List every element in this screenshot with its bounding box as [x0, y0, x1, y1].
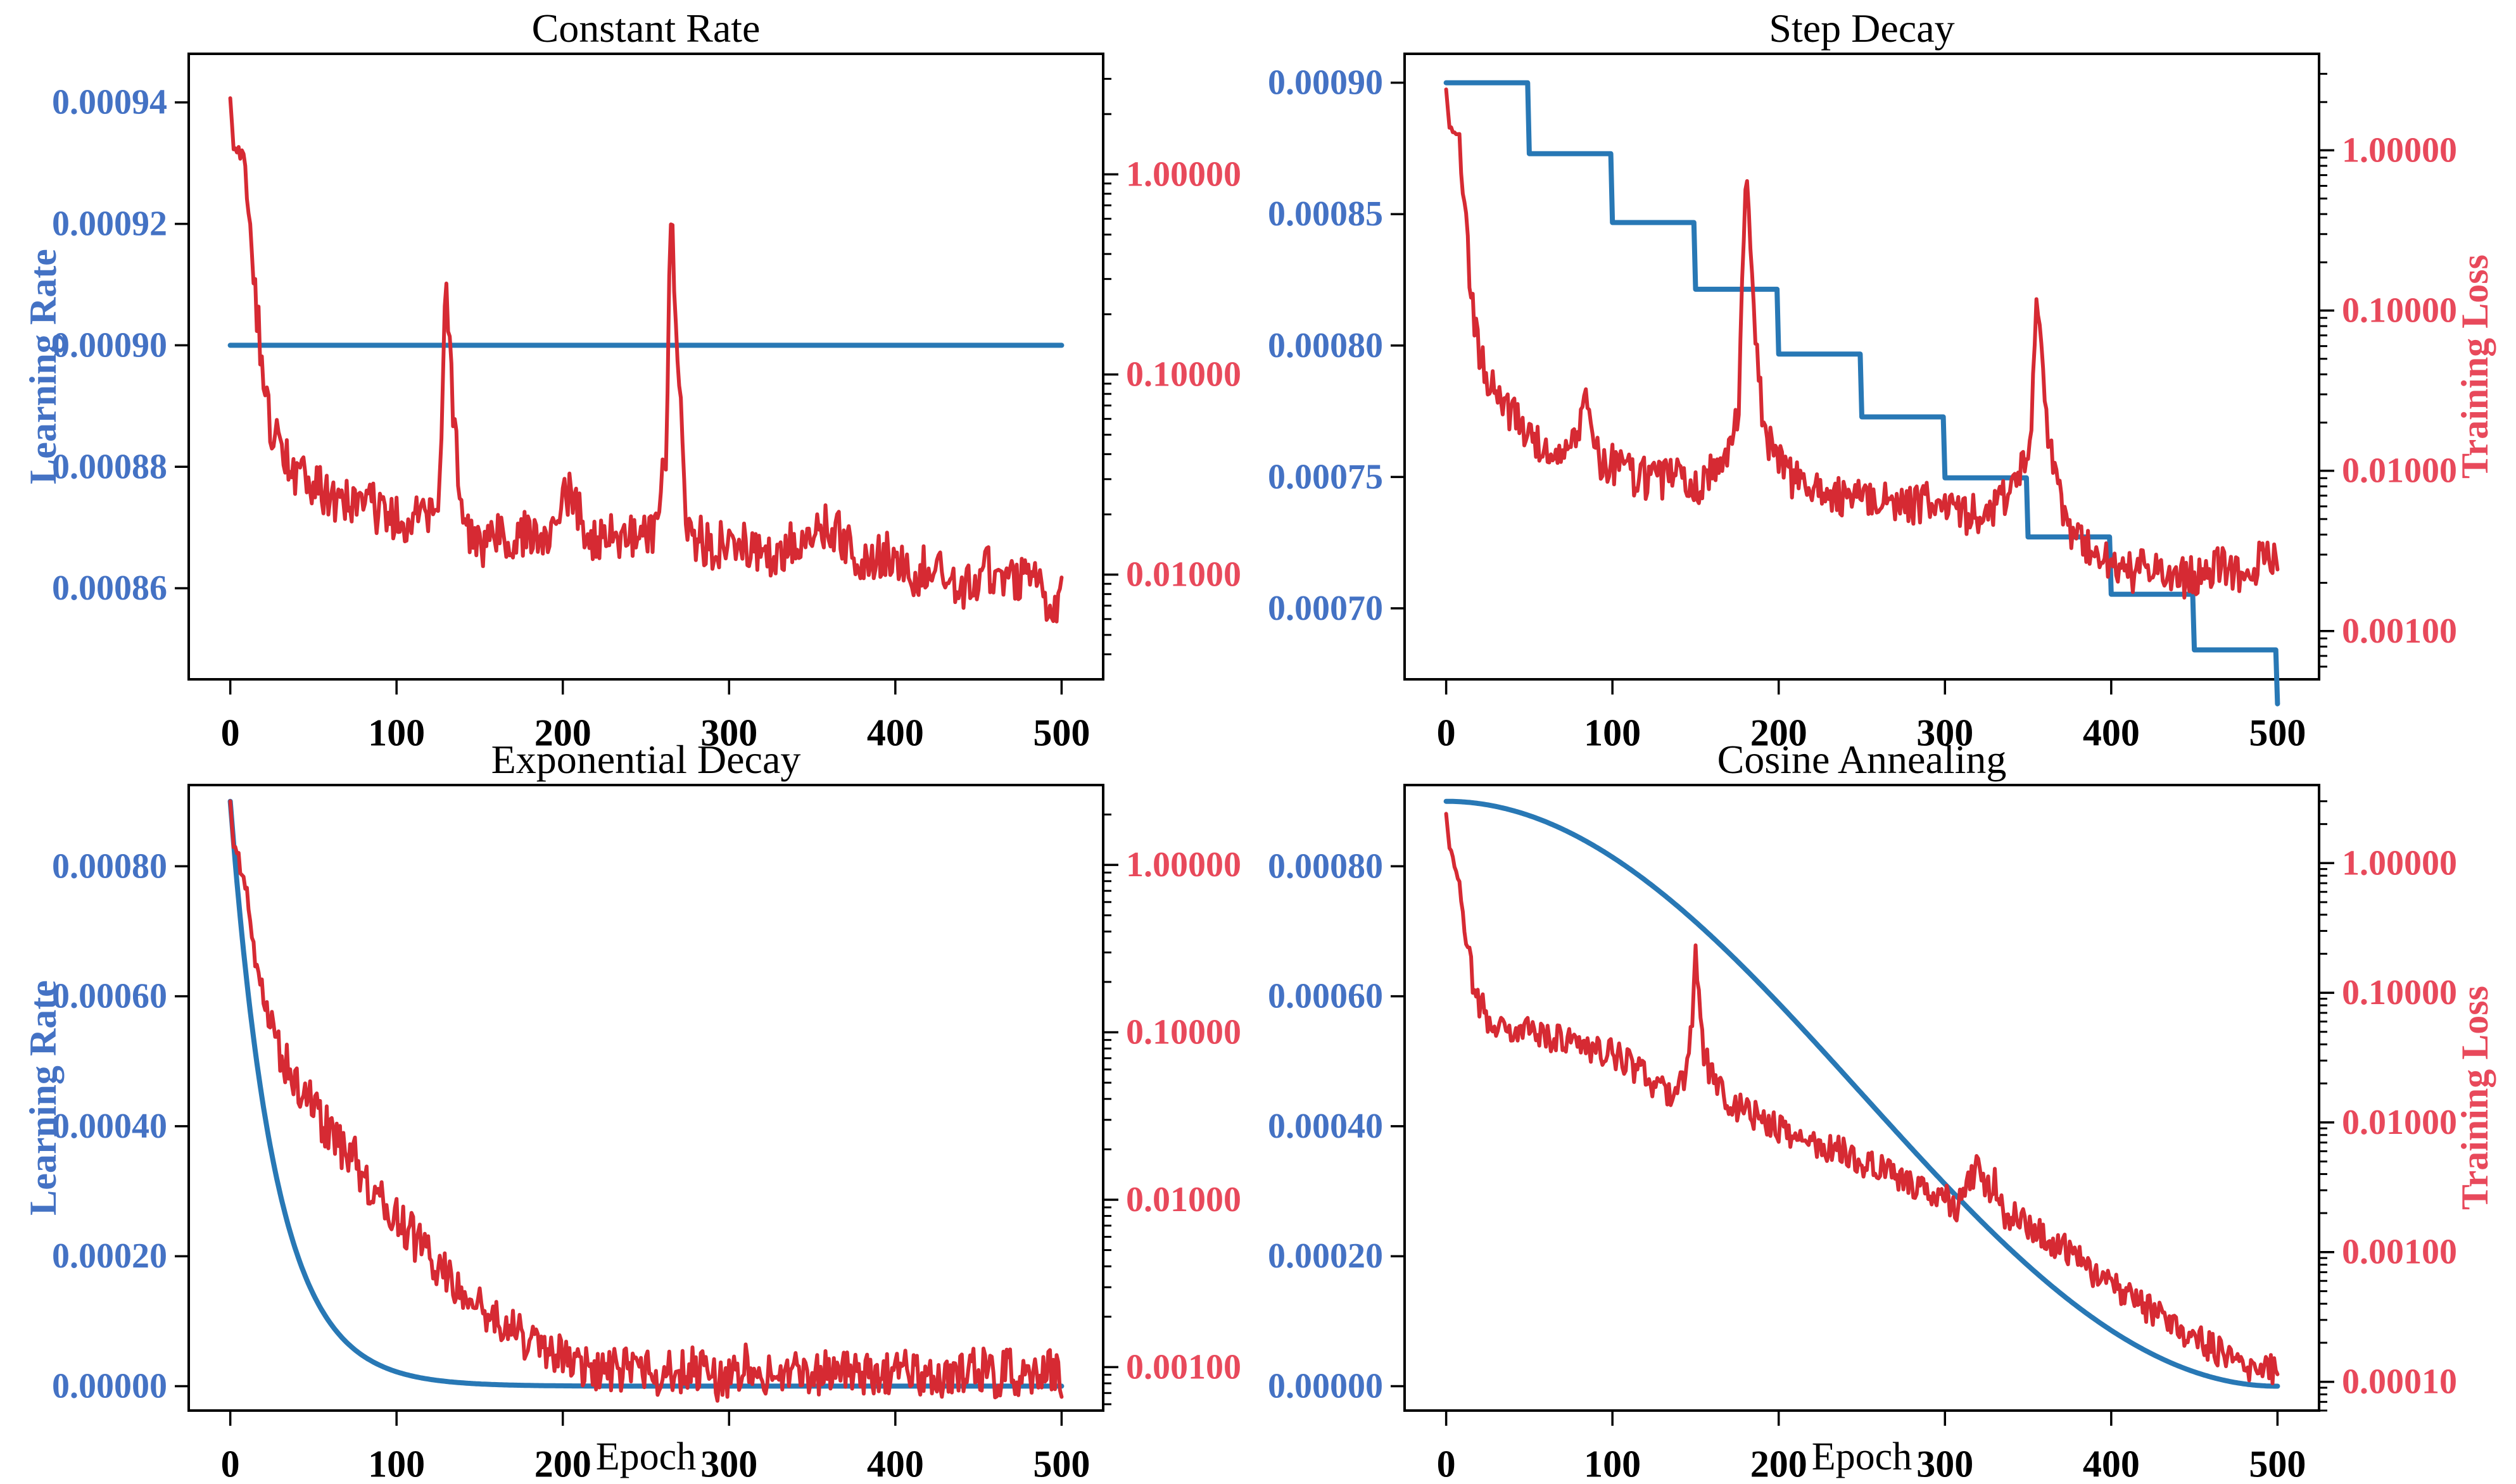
learning-rate-tick-label: 0.00092 [52, 204, 167, 244]
plot-border [1403, 784, 2320, 1412]
plot-border [1403, 53, 2320, 681]
training-loss-line [1444, 87, 2280, 600]
learning-rate-tick-label: 0.00040 [52, 1107, 167, 1146]
training-loss-tick-label: 0.01000 [2342, 451, 2457, 491]
learning-rate-tick-label: 0.00000 [1268, 1367, 1383, 1406]
x-tick-label: 100 [368, 712, 425, 753]
panel-title-constant-rate: Constant Rate [531, 6, 761, 51]
panel-title-exponential-decay: Exponential Decay [491, 737, 801, 782]
learning-rate-tick-label: 0.00075 [1268, 457, 1383, 496]
training-loss-tick-label: 0.01000 [1126, 1180, 1241, 1219]
training-loss-tick-label: 1.00000 [2342, 843, 2457, 883]
learning-rate-tick-label: 0.00040 [1268, 1107, 1383, 1146]
training-loss-tick-label: 0.00100 [1126, 1347, 1241, 1387]
learning-rate-tick-label: 0.00070 [1268, 589, 1383, 628]
training-loss-tick-label: 0.10000 [2342, 973, 2457, 1012]
learning-rate-tick-label: 0.00060 [1268, 977, 1383, 1016]
x-tick-label: 400 [867, 712, 924, 753]
x-tick-label: 0 [221, 1443, 240, 1484]
x-tick-label: 500 [1033, 1443, 1090, 1484]
training-loss-tick-label: 1.00000 [1126, 845, 1241, 884]
x-tick-label: 200 [1750, 1443, 1807, 1484]
learning-rate-tick-label: 0.00080 [52, 846, 167, 886]
x-tick-label: 100 [1584, 712, 1641, 753]
training-loss-tick-label: 0.10000 [1126, 1013, 1241, 1052]
training-loss-tick-label: 0.10000 [1126, 355, 1241, 394]
x-tick-label: 0 [221, 712, 240, 753]
plot-border [187, 53, 1104, 681]
learning-rate-tick-label: 0.00000 [52, 1367, 167, 1406]
learning-rate-tick-label: 0.00086 [52, 569, 167, 608]
x-tick-label: 500 [2249, 712, 2306, 753]
y-axis-label-training-loss-bottom: Training Loss [2454, 986, 2496, 1210]
learning-rate-line [1443, 80, 2280, 707]
learning-rate-tick-label: 0.00090 [1268, 63, 1383, 103]
learning-rate-tick-label: 0.00080 [1268, 846, 1383, 886]
training-loss-tick-label: 0.01000 [1126, 555, 1241, 594]
y-axis-label-training-loss-top: Training Loss [2454, 255, 2496, 479]
learning-rate-tick-label: 0.00060 [52, 977, 167, 1016]
training-loss-line [228, 799, 1064, 1403]
x-tick-label: 400 [2083, 1443, 2140, 1484]
learning-rate-line [227, 798, 1065, 1389]
x-tick-label: 500 [1033, 712, 1090, 753]
y-axis-label-learning-rate-bottom: Learning Rate [22, 980, 64, 1216]
x-tick-label: 100 [368, 1443, 425, 1484]
learning-rate-tick-label: 0.00020 [1268, 1236, 1383, 1276]
x-tick-label: 200 [534, 712, 591, 753]
x-tick-label: 400 [2083, 712, 2140, 753]
training-loss-tick-label: 0.01000 [2342, 1103, 2457, 1142]
x-axis-label-epoch-left: Epoch [595, 1435, 697, 1478]
training-loss-line [1444, 812, 2280, 1385]
learning-rate-tick-label: 0.00088 [52, 447, 167, 486]
x-tick-label: 0 [1437, 712, 1456, 753]
learning-rate-tick-label: 0.00090 [52, 325, 167, 365]
training-loss-tick-label: 0.00010 [2342, 1362, 2457, 1402]
x-tick-label: 300 [1916, 1443, 1973, 1484]
training-loss-tick-label: 0.10000 [2342, 291, 2457, 330]
learning-rate-tick-label: 0.00094 [52, 83, 167, 122]
learning-rate-tick-label: 0.00080 [1268, 326, 1383, 365]
x-tick-label: 400 [867, 1443, 924, 1484]
training-loss-tick-label: 0.00100 [2342, 1233, 2457, 1272]
training-loss-tick-label: 1.00000 [1126, 154, 1241, 194]
x-tick-label: 300 [700, 712, 757, 753]
x-tick-label: 300 [700, 1443, 757, 1484]
learning-rate-tick-label: 0.00085 [1268, 194, 1383, 234]
training-loss-line [228, 96, 1064, 624]
x-tick-label: 300 [1916, 712, 1973, 753]
panel-title-step-decay: Step Decay [1769, 6, 1955, 51]
x-tick-label: 200 [1750, 712, 1807, 753]
x-tick-label: 0 [1437, 1443, 1456, 1484]
y-axis-label-learning-rate-top: Learning Rate [22, 249, 64, 484]
x-tick-label: 100 [1584, 1443, 1641, 1484]
x-axis-label-epoch-right: Epoch [1811, 1435, 1912, 1478]
panel-title-cosine-annealing: Cosine Annealing [1717, 737, 2007, 782]
training-loss-tick-label: 0.00100 [2342, 612, 2457, 651]
x-tick-label: 500 [2249, 1443, 2306, 1484]
learning-rate-line [1443, 798, 2280, 1389]
x-tick-label: 200 [534, 1443, 591, 1484]
training-loss-tick-label: 1.00000 [2342, 130, 2457, 170]
plot-border [187, 784, 1104, 1412]
learning-rate-tick-label: 0.00020 [52, 1236, 167, 1276]
